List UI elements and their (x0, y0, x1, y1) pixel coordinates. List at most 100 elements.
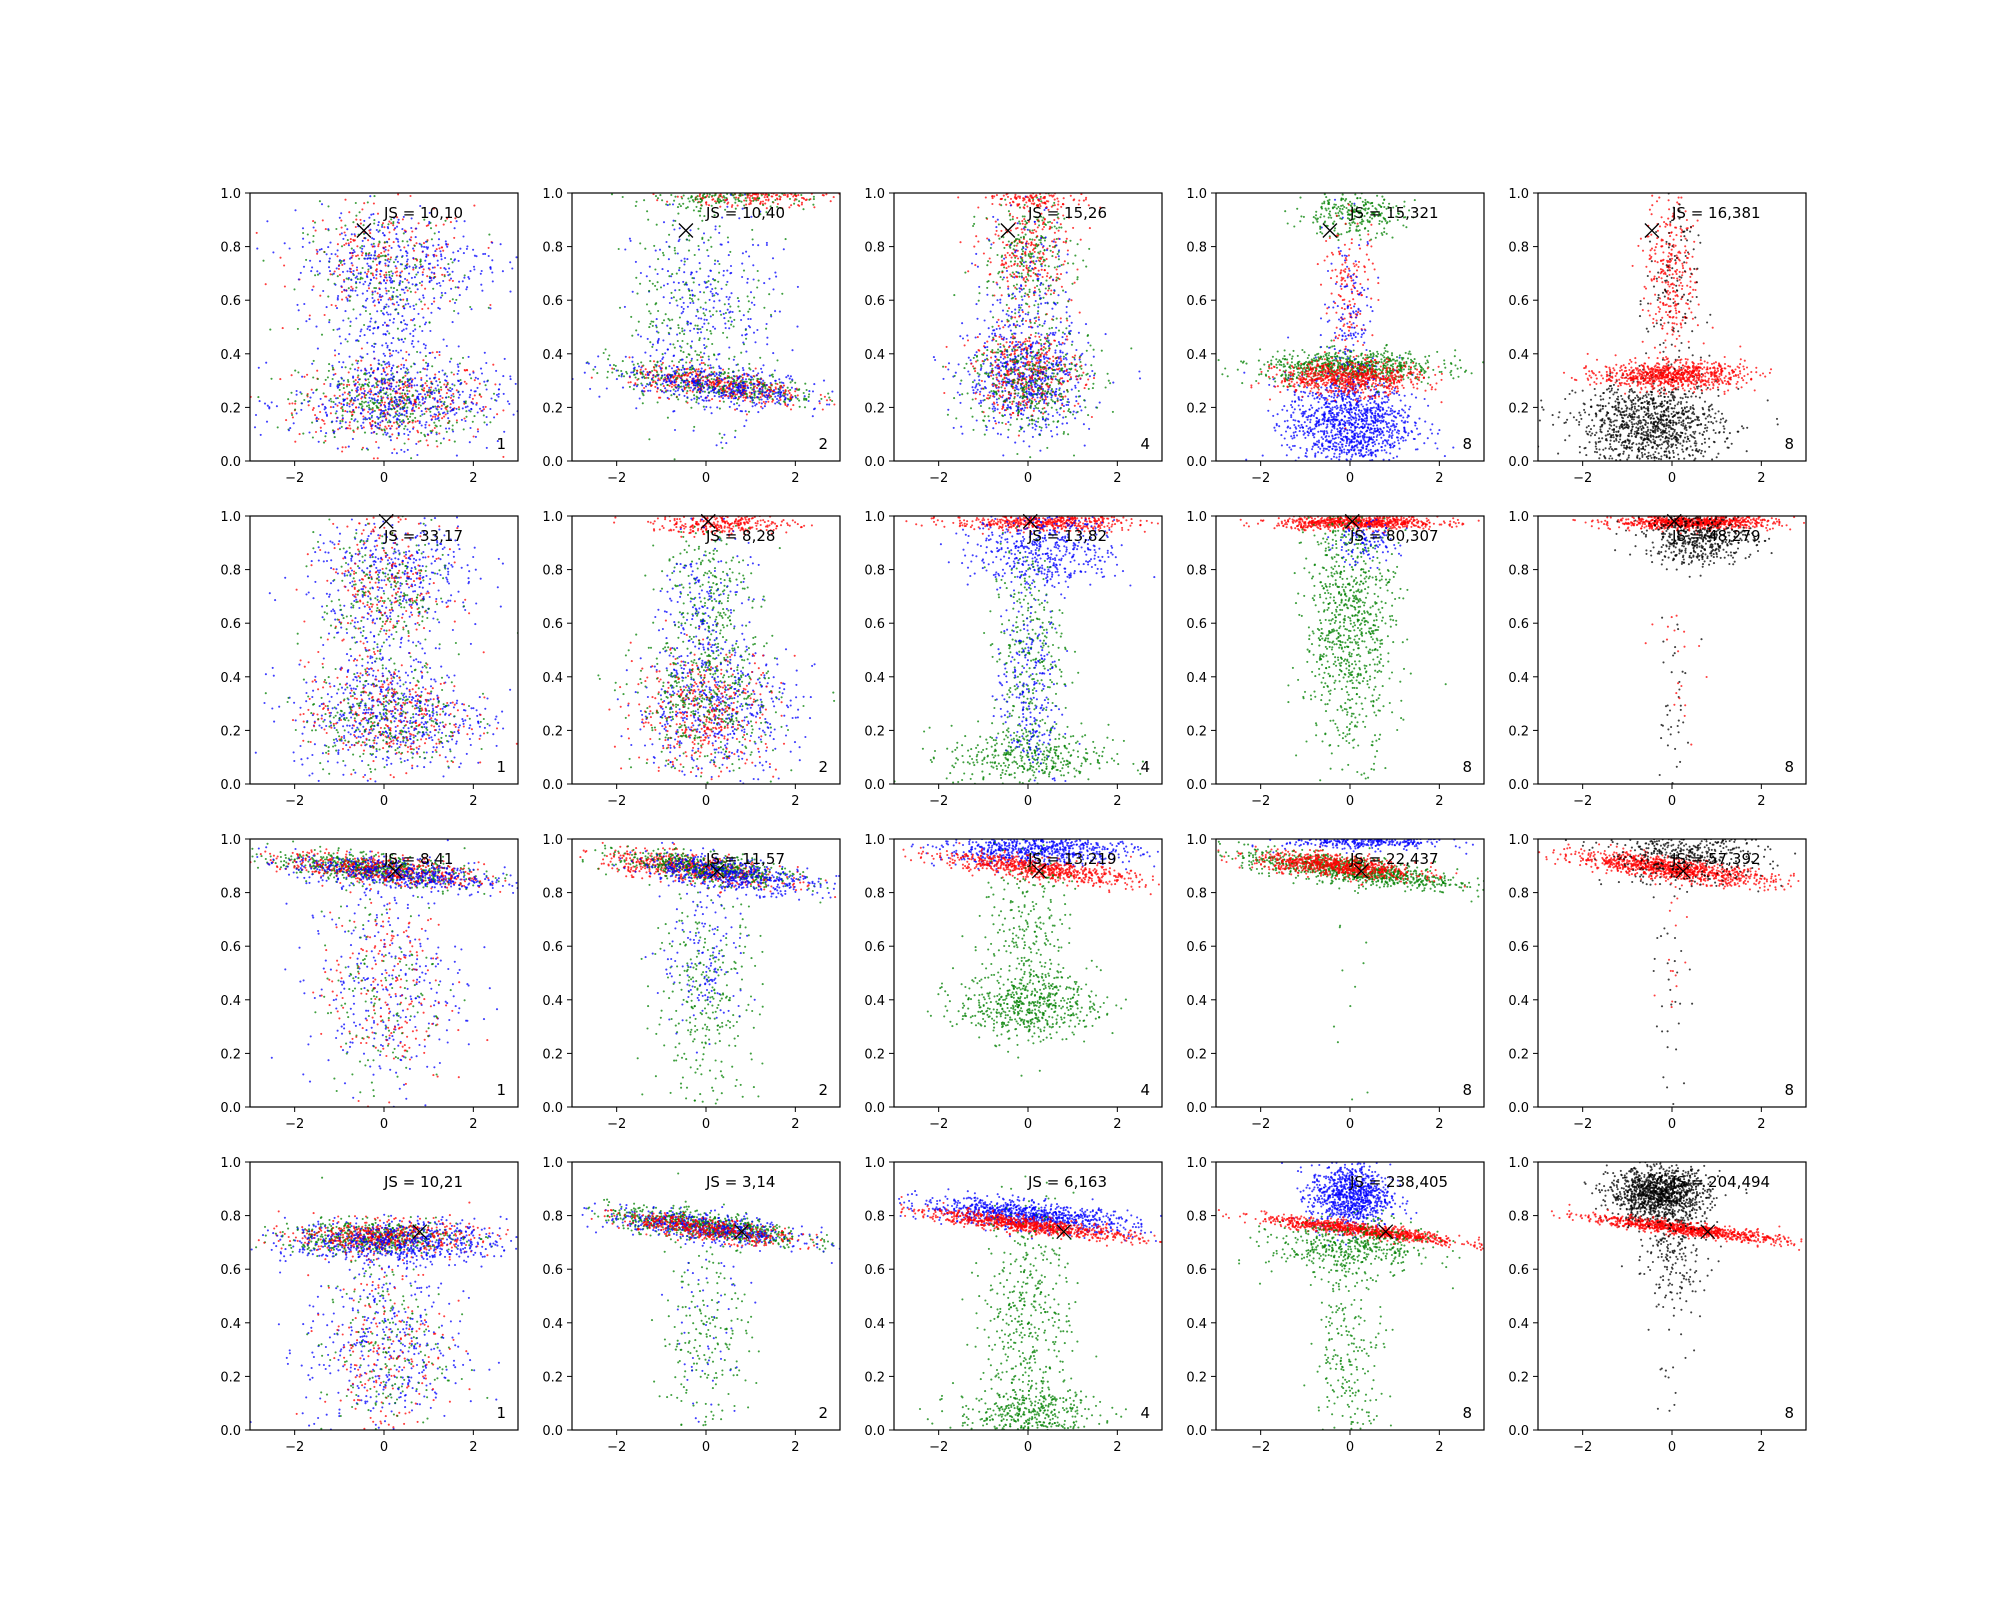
point-red (348, 421, 351, 424)
point-green (698, 337, 701, 340)
point-blue (426, 368, 429, 371)
point-blue (1046, 357, 1049, 360)
point-blue (761, 388, 764, 391)
point-green (340, 260, 343, 263)
point-blue (366, 391, 369, 394)
point-green (487, 306, 490, 309)
point-blue (406, 378, 409, 381)
point-blue (974, 386, 977, 389)
point-blue (387, 305, 390, 308)
point-blue (690, 340, 694, 343)
point-blue (760, 385, 763, 388)
point-red (997, 389, 1000, 392)
point-red (404, 374, 407, 377)
point-blue (379, 386, 382, 389)
point-red (1041, 376, 1044, 379)
point-blue (777, 399, 780, 402)
point-blue (335, 397, 338, 400)
point-red (719, 193, 722, 196)
point-red (700, 362, 703, 365)
point-blue (378, 295, 381, 298)
point-blue (368, 282, 371, 285)
point-blue (320, 248, 323, 251)
point-red (723, 381, 726, 384)
point-green (372, 260, 375, 263)
point-blue (714, 383, 717, 386)
point-blue (984, 358, 987, 361)
point-green (760, 194, 763, 197)
point-red (636, 369, 639, 372)
point-green (654, 284, 657, 287)
point-blue (746, 277, 749, 280)
point-red (986, 340, 989, 343)
point-green (661, 322, 664, 325)
point-blue (396, 260, 399, 263)
point-blue (509, 375, 512, 378)
point-blue (315, 325, 318, 328)
point-red (347, 392, 350, 396)
point-blue (424, 240, 428, 243)
point-green (322, 392, 325, 395)
point-blue (408, 238, 411, 241)
point-blue (421, 413, 424, 416)
point-red (657, 396, 661, 399)
point-red (1074, 375, 1078, 378)
point-green (696, 327, 699, 330)
point-blue (375, 270, 378, 273)
point-red (385, 289, 388, 292)
point-green (666, 416, 669, 419)
point-green (670, 394, 673, 397)
point-blue (1016, 394, 1019, 397)
point-red (445, 392, 448, 395)
point-blue (344, 234, 347, 237)
point-red (712, 381, 715, 384)
point-green (703, 390, 706, 393)
point-green (712, 210, 715, 213)
point-blue (1035, 425, 1038, 428)
point-red (424, 287, 427, 290)
point-blue (418, 298, 421, 301)
point-green (654, 363, 657, 366)
point-red (755, 386, 759, 389)
point-red (372, 457, 375, 460)
point-blue (440, 255, 443, 258)
point-green (294, 369, 297, 372)
point-green (759, 213, 762, 216)
point-blue (425, 374, 428, 377)
point-blue (432, 405, 435, 408)
point-green (360, 385, 363, 388)
point-red (417, 440, 420, 443)
point-blue (703, 352, 706, 355)
point-blue (420, 378, 423, 381)
point-green (611, 371, 614, 374)
point-blue (442, 279, 445, 283)
point-green (672, 388, 675, 391)
point-blue (747, 317, 750, 321)
point-blue (372, 238, 375, 241)
point-blue (713, 395, 716, 398)
point-red (792, 195, 795, 198)
point-blue (398, 379, 401, 382)
point-red (355, 218, 358, 221)
point-green (340, 425, 343, 428)
point-red (314, 414, 317, 417)
point-red (334, 372, 337, 375)
point-blue (681, 296, 684, 299)
point-blue (727, 241, 730, 244)
point-green (350, 418, 353, 421)
point-blue (705, 380, 708, 383)
point-green (633, 373, 636, 376)
point-blue (311, 288, 314, 291)
point-blue (1093, 374, 1096, 377)
point-blue (343, 288, 346, 291)
point-blue (349, 270, 352, 273)
point-blue (665, 240, 668, 244)
point-blue (399, 279, 402, 283)
point-blue (367, 325, 370, 328)
point-blue (655, 324, 658, 327)
point-green (637, 320, 640, 323)
point-green (743, 204, 746, 207)
point-blue (401, 399, 404, 402)
point-red (1068, 373, 1071, 376)
point-red (797, 204, 800, 207)
